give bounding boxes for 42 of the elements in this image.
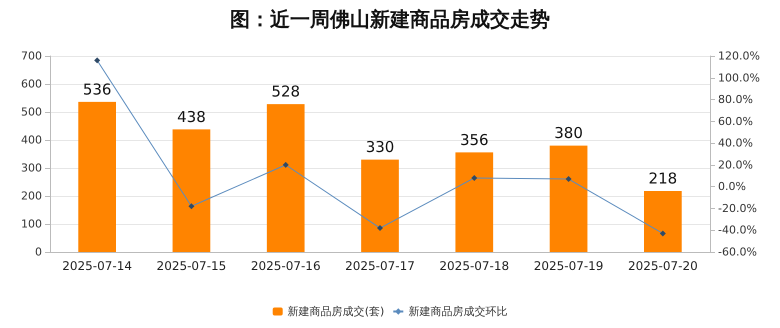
data-label: 330 (366, 138, 394, 156)
bar (78, 102, 116, 252)
y-tick-label: 700 (21, 50, 42, 62)
y-tick-label: 300 (21, 162, 42, 174)
data-label: 438 (177, 108, 206, 126)
y-tick-label: 500 (21, 106, 42, 118)
x-tick-label: 2025-07-17 (345, 259, 415, 273)
y2-tick-label: 60.0% (718, 114, 753, 128)
y-tick-label: 200 (21, 190, 42, 202)
y-tick-label: 600 (21, 78, 42, 90)
data-label: 356 (460, 130, 489, 149)
legend-label: 新建商品房成交环比 (408, 305, 508, 318)
x-tick-label: 2025-07-18 (439, 259, 510, 273)
bar (455, 152, 494, 252)
x-tick-label: 2025-07-14 (62, 259, 132, 273)
y2-tick-label: -20.0% (718, 202, 757, 215)
y-tick-label: 0 (35, 246, 42, 258)
y2-tick-label: -40.0% (718, 224, 757, 237)
y2-tick-label: 20.0% (718, 158, 753, 172)
x-tick-label: 2025-07-16 (250, 259, 321, 273)
y2-tick-label: 120.0% (718, 50, 760, 62)
y2-tick-label: 100.0% (718, 71, 760, 84)
data-label: 536 (82, 80, 112, 98)
x-tick-label: 2025-07-19 (534, 259, 604, 273)
data-label: 218 (648, 169, 678, 188)
bar (644, 190, 682, 252)
bar (550, 146, 588, 252)
y2-tick-label: 80.0% (718, 93, 753, 106)
y2-tick-label: 40.0% (718, 136, 753, 150)
bar (172, 129, 210, 252)
y2-tick-label: -60.0% (718, 246, 757, 258)
x-tick-label: 2025-07-15 (156, 259, 226, 273)
y-tick-label: 400 (21, 134, 42, 146)
legend-label: 新建商品房成交(套) (288, 305, 384, 318)
data-label: 380 (554, 124, 583, 142)
y2-tick-label: 0.0% (718, 180, 746, 194)
data-label: 528 (271, 82, 300, 101)
bar (266, 104, 305, 252)
y-tick-label: 100 (21, 218, 42, 230)
chart-title: 图：近一周佛山新建商品房成交走势 (230, 7, 550, 31)
x-tick-label: 2025-07-20 (628, 259, 698, 273)
bar (361, 160, 399, 252)
